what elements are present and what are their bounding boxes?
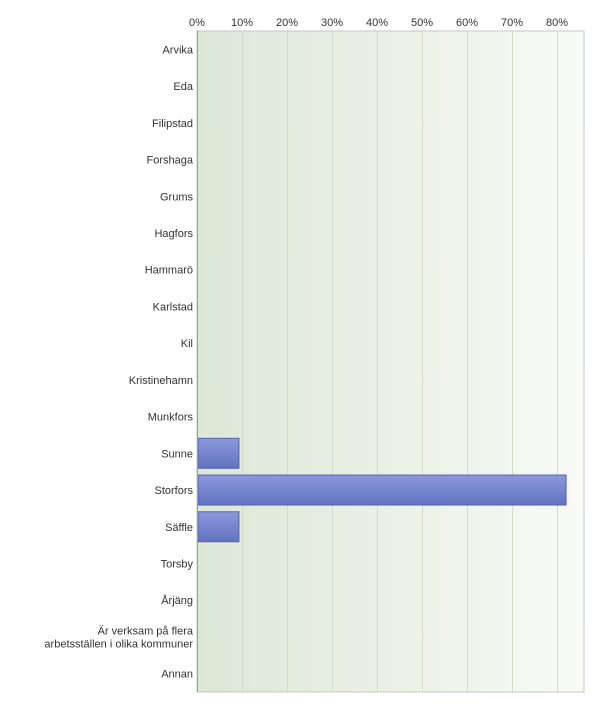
category-label: Eda: [173, 81, 193, 93]
x-tick-label: 40%: [366, 17, 388, 29]
category-label: Karlstad: [153, 301, 193, 313]
category-label: Munkfors: [148, 412, 194, 424]
bar-sunne: [197, 437, 240, 469]
y-axis-categories: Arvika Eda Filipstad Forshaga Grums Hagfors Ha…: [44, 44, 193, 680]
category-label: Filipstad: [152, 118, 193, 130]
category-label: Arvika: [162, 44, 193, 56]
bar-storfors: [197, 474, 567, 506]
category-label: Hammarö: [145, 265, 193, 277]
category-label: arbetsställen i olika kommuner: [44, 638, 193, 650]
category-label: Grums: [160, 191, 194, 203]
category-label: Torsby: [161, 558, 194, 570]
category-label: Forshaga: [147, 155, 194, 167]
x-tick-label: 0%: [189, 17, 205, 29]
category-label: Hagfors: [154, 228, 193, 240]
x-tick-label: 30%: [321, 17, 343, 29]
x-axis-ticks: 0% 10% 20% 30% 40% 50% 60% 70% 80%: [189, 17, 568, 29]
category-label: Annan: [161, 669, 193, 681]
gridlines: [242, 31, 558, 692]
category-label: Kristinehamn: [129, 375, 193, 387]
bars: [197, 437, 567, 543]
category-label: Säffle: [165, 522, 193, 534]
category-label: Storfors: [154, 485, 193, 497]
x-tick-label: 50%: [411, 17, 433, 29]
x-tick-label: 60%: [456, 17, 478, 29]
plot-background: [196, 30, 585, 693]
bar-säffle: [197, 511, 240, 543]
category-label: Sunne: [161, 448, 193, 460]
category-label: Kil: [181, 338, 193, 350]
x-tick-label: 80%: [546, 17, 568, 29]
x-tick-label: 70%: [501, 17, 523, 29]
x-tick-label: 10%: [231, 17, 253, 29]
x-tick-label: 20%: [276, 17, 298, 29]
category-label: Årjäng: [161, 594, 193, 607]
category-label: Är verksam på flera: [98, 625, 194, 637]
